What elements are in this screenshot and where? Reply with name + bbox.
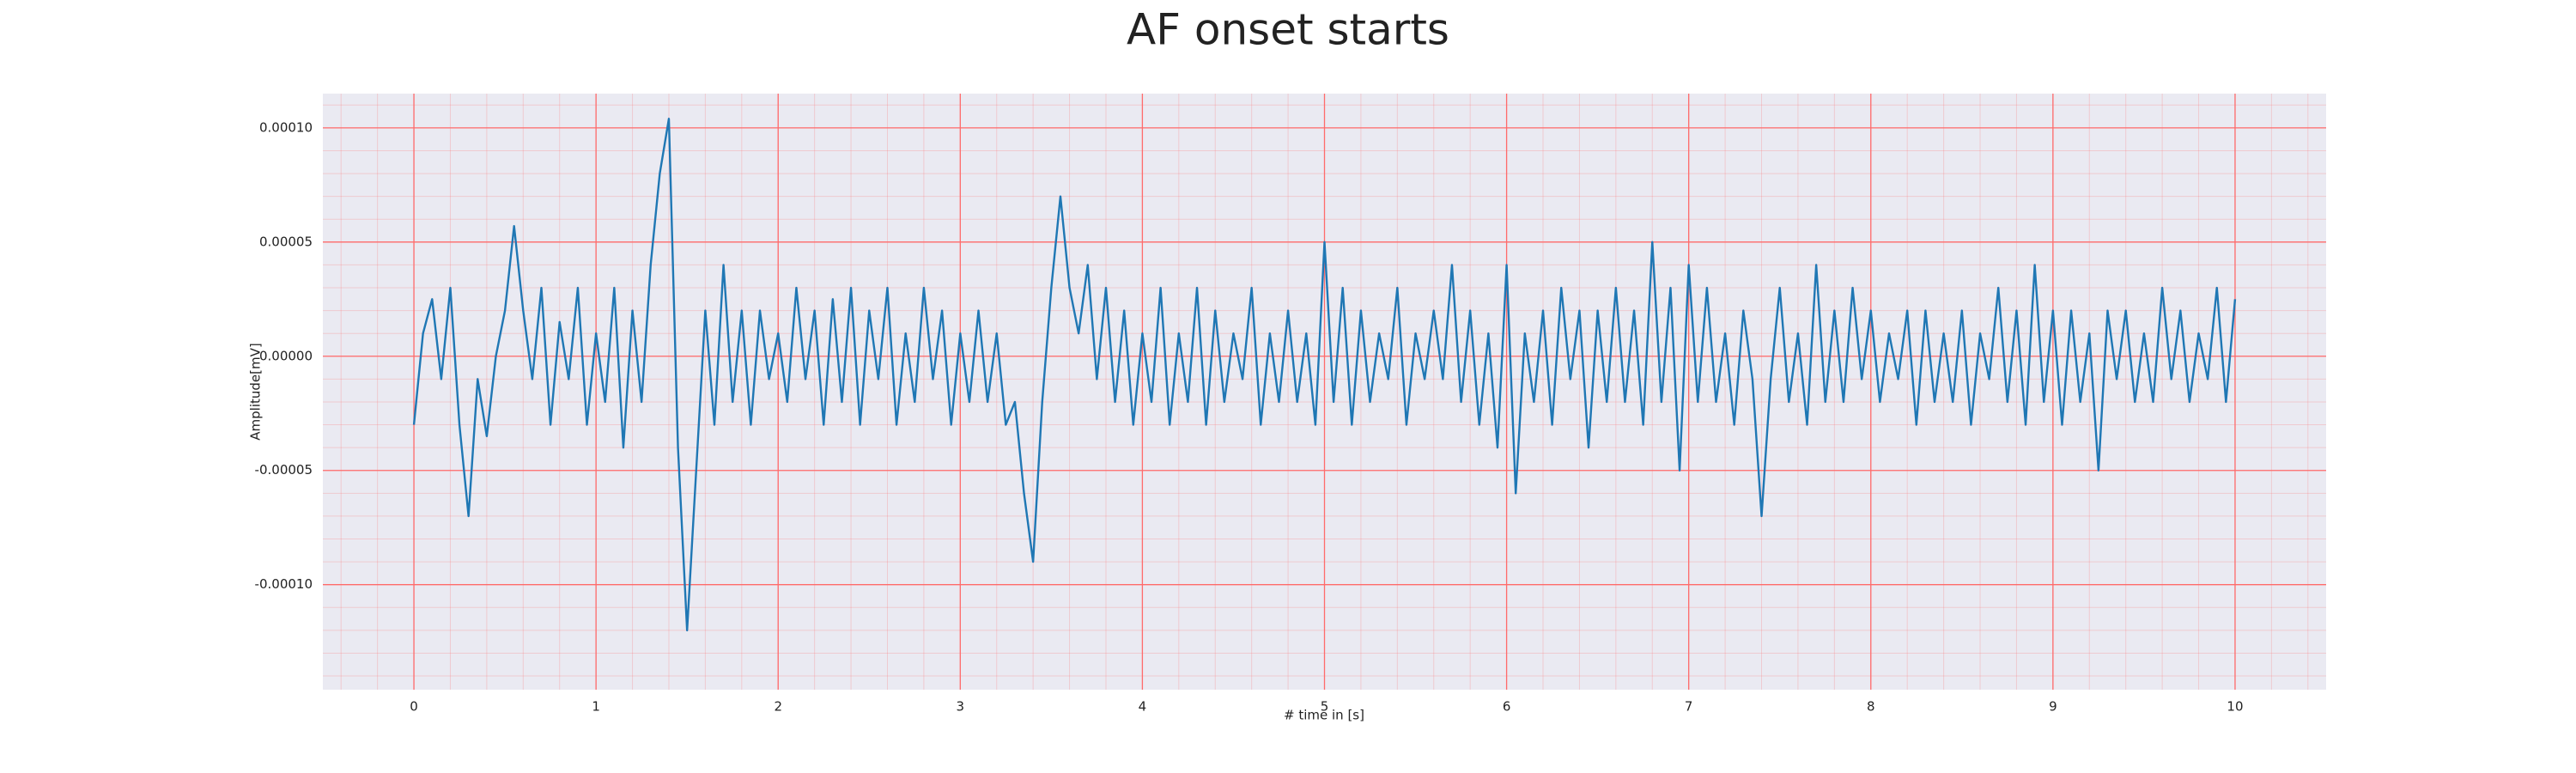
y-tick-label: -0.00010: [255, 576, 313, 592]
x-tick-label: 3: [957, 699, 965, 715]
x-tick-label: 9: [2049, 699, 2057, 715]
x-tick-label: 2: [774, 699, 782, 715]
x-tick-label: 4: [1139, 699, 1147, 715]
x-tick-label: 7: [1685, 699, 1693, 715]
x-tick-label: 1: [592, 699, 600, 715]
x-tick-label: 0: [410, 699, 418, 715]
y-axis-label: Amplitude[mV]: [248, 343, 264, 440]
y-tick-label: 0.00005: [259, 234, 313, 249]
y-tick-label: -0.00005: [255, 462, 313, 478]
x-tick-label: 6: [1503, 699, 1511, 715]
y-tick-label: 0.00000: [259, 348, 313, 363]
x-tick-label: 8: [1867, 699, 1875, 715]
signal-line: [412, 118, 2237, 632]
y-tick-label: 0.00010: [259, 119, 313, 135]
chart-title: AF onset starts: [1127, 5, 1449, 55]
x-tick-label: 5: [1321, 699, 1329, 715]
x-axis-label: # time in [s]: [1284, 708, 1364, 723]
x-tick-label: 10: [2227, 699, 2243, 715]
